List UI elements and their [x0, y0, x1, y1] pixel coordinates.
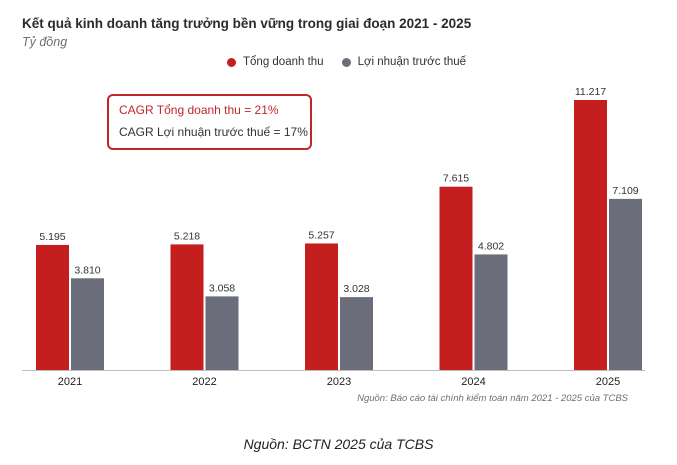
bar-profit-2021	[71, 278, 104, 370]
bar-profit-2022	[205, 296, 239, 370]
bar-chart: 5.195 3.810 2021 5.218 3.058 2022 5.257 3.028 20…	[22, 86, 645, 388]
data-label-revenue-2025: 11.217	[575, 86, 606, 98]
bar-profit-2024	[474, 254, 508, 370]
data-label-profit-2025: 7.109	[612, 185, 638, 197]
x-tick-label-2021: 2021	[58, 376, 82, 388]
data-label-revenue-2021: 5.195	[39, 231, 65, 243]
legend-item-revenue: Tổng doanh thu	[227, 56, 324, 68]
legend-swatch-revenue	[227, 57, 236, 67]
data-label-profit-2024: 4.802	[478, 240, 504, 252]
data-label-profit-2022: 3.058	[209, 282, 235, 294]
legend-swatch-profit	[341, 57, 351, 67]
bar-revenue-2021	[36, 244, 69, 370]
bar-revenue-2024	[439, 186, 473, 370]
data-label-revenue-2022: 5.218	[174, 230, 200, 242]
data-label-revenue-2023: 5.257	[308, 229, 334, 241]
data-label-profit-2023: 3.028	[343, 283, 369, 295]
bar-revenue-2025	[574, 100, 607, 370]
chart-frame: Kết quả kinh doanh tăng trưởng bền vững …	[22, 16, 645, 404]
chart-title: Kết quả kinh doanh tăng trưởng bền vững …	[22, 16, 472, 31]
cagr-profit-text: CAGR Lợi nhuận trước thuế = 17%	[119, 125, 308, 139]
x-tick-label-2022: 2022	[192, 376, 216, 388]
x-tick-label-2023: 2023	[327, 376, 351, 388]
bar-revenue-2023	[305, 243, 338, 370]
chart-source-note: Nguồn: Báo cáo tài chính kiểm toán năm 2…	[357, 393, 628, 404]
cagr-annotation-box: CAGR Tổng doanh thu = 21% CAGR Lợi nhuận…	[107, 94, 312, 150]
bar-profit-2025	[609, 198, 642, 370]
image-caption: Nguồn: BCTN 2025 của TCBS	[243, 436, 434, 452]
legend-item-profit: Lợi nhuận trước thuế	[341, 56, 467, 68]
x-tick-label-2024: 2024	[461, 376, 485, 388]
bar-profit-2023	[340, 297, 373, 370]
chart-subtitle: Tỷ đồng	[22, 35, 68, 49]
legend-label-revenue: Tổng doanh thu	[243, 56, 324, 68]
bar-revenue-2022	[170, 244, 204, 370]
data-label-revenue-2024: 7.615	[443, 173, 469, 185]
chart-legend: Tổng doanh thu Lợi nhuận trước thuế	[227, 56, 484, 68]
legend-label-profit: Lợi nhuận trước thuế	[357, 56, 467, 68]
data-label-profit-2021: 3.810	[74, 264, 100, 276]
x-tick-label-2025: 2025	[596, 376, 620, 388]
cagr-revenue-text: CAGR Tổng doanh thu = 21%	[119, 103, 279, 117]
